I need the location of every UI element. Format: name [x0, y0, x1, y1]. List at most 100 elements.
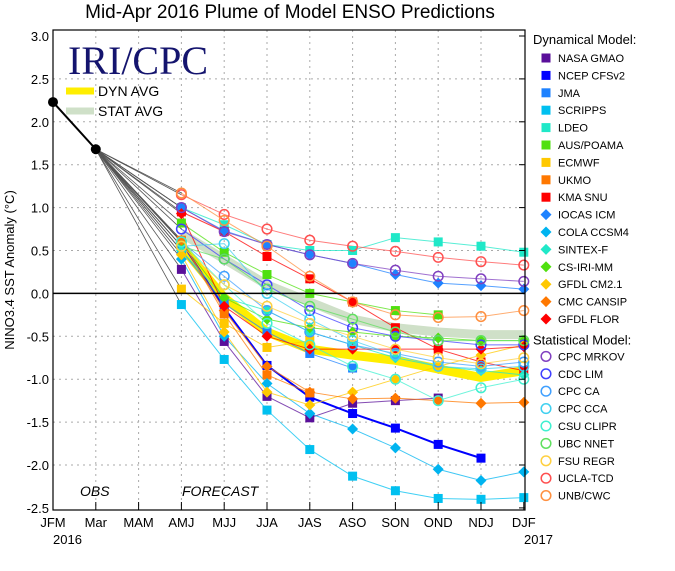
data-point: [432, 332, 444, 344]
legend-marker: [540, 278, 552, 290]
y-tick-label: 0.5: [31, 244, 49, 259]
legend-marker: [541, 157, 551, 167]
data-point: [218, 253, 230, 265]
data-point: [304, 305, 316, 317]
legend-label: CPC CA: [558, 386, 600, 398]
connector-line: [95, 148, 182, 230]
year-start-label: 2016: [53, 532, 82, 547]
data-point: [348, 471, 358, 481]
legend-label: UCLA-TCD: [558, 473, 614, 485]
legend-label: CMC CANSIP: [558, 297, 627, 309]
axes: 3.0 2.5 2.0 1.5 1.0 0.5 0.0 -0.5 -1.0 -1.5 -2.0 -2.…: [27, 29, 553, 547]
forecast-label: FORECAST: [182, 483, 260, 499]
data-point: [518, 305, 530, 317]
legend-label: CDC LIM: [558, 369, 603, 381]
data-point: [475, 397, 487, 409]
connector-line: [95, 148, 182, 208]
data-point: [218, 279, 230, 291]
y-tick-label: 2.5: [31, 72, 49, 87]
data-point: [347, 393, 359, 405]
data-point: [219, 247, 229, 257]
data-point: [475, 358, 487, 370]
legend-marker: [541, 53, 551, 63]
legend-label: COLA CCSM4: [558, 227, 629, 239]
average-line-dyn-avg: [177, 243, 525, 382]
data-point: [218, 270, 230, 282]
legend-marker: [540, 472, 552, 484]
legend-marker: [540, 226, 552, 238]
data-point: [304, 249, 316, 261]
legend-marker: [541, 175, 551, 185]
grid: [53, 30, 525, 510]
data-point: [175, 240, 187, 252]
data-point: [219, 354, 229, 364]
data-point: [389, 309, 401, 321]
data-point: [218, 292, 230, 304]
data-point: [261, 300, 273, 312]
x-tick-label: MAM: [123, 515, 153, 530]
legend-marker: [540, 368, 552, 380]
legend-label: KMA SNU: [558, 192, 608, 204]
legend-label: FSU REGR: [558, 456, 615, 468]
connector-line: [95, 149, 182, 290]
x-tick-label: ASO: [339, 515, 366, 530]
data-point: [262, 342, 272, 352]
data-point: [475, 256, 487, 268]
legend-label: CPC MRKOV: [558, 351, 625, 363]
legend-marker: [540, 385, 552, 397]
data-point: [176, 264, 186, 274]
legend-marker: [541, 123, 551, 133]
data-point: [389, 373, 401, 385]
connector-line: [95, 148, 182, 251]
data-point: [261, 360, 273, 372]
data-point: [518, 283, 530, 295]
legend-marker: [540, 403, 552, 415]
legend-label: GFDL CM2.1: [558, 279, 622, 291]
data-point: [518, 339, 530, 351]
dynamical-legend-header: Dynamical Model:: [533, 32, 636, 47]
connector-line: [95, 148, 182, 247]
legend-marker: [540, 296, 552, 308]
data-point: [262, 252, 272, 262]
data-point: [347, 257, 359, 269]
data-point: [262, 270, 272, 280]
data-point: [218, 300, 230, 312]
data-point: [476, 494, 486, 504]
data-point: [347, 423, 359, 435]
data-point: [518, 356, 530, 368]
data-point: [432, 343, 444, 355]
y-tick-label: -1.5: [27, 415, 49, 430]
legend-label: SCRIPPS: [558, 105, 606, 117]
data-point: [519, 493, 529, 503]
y-tick-label: 2.0: [31, 115, 49, 130]
legend-marker: [540, 455, 552, 467]
x-tick-label: DJF: [512, 515, 536, 530]
data-point: [433, 493, 443, 503]
data-point: [390, 423, 400, 433]
data-point: [475, 339, 487, 351]
series-lines: [48, 97, 530, 504]
data-point: [348, 363, 358, 373]
data-point: [475, 311, 487, 323]
data-point: [389, 343, 401, 355]
data-point: [348, 297, 358, 307]
data-point: [304, 408, 316, 420]
data-point: [175, 202, 187, 214]
observed-point: [90, 144, 101, 155]
data-point: [390, 233, 400, 243]
data-point: [304, 317, 316, 329]
data-point: [305, 274, 315, 284]
data-point: [304, 300, 316, 312]
y-tick-label: 3.0: [31, 29, 49, 44]
legend-label: GFDL FLOR: [558, 314, 619, 326]
legend-marker: [541, 140, 551, 150]
data-point: [218, 226, 230, 238]
series-line-ncep-cfsv2: [180, 241, 482, 460]
data-point: [518, 335, 530, 347]
y-tick-label: 1.5: [31, 158, 49, 173]
data-point: [475, 349, 487, 361]
data-point: [475, 363, 487, 375]
data-point: [261, 279, 273, 291]
